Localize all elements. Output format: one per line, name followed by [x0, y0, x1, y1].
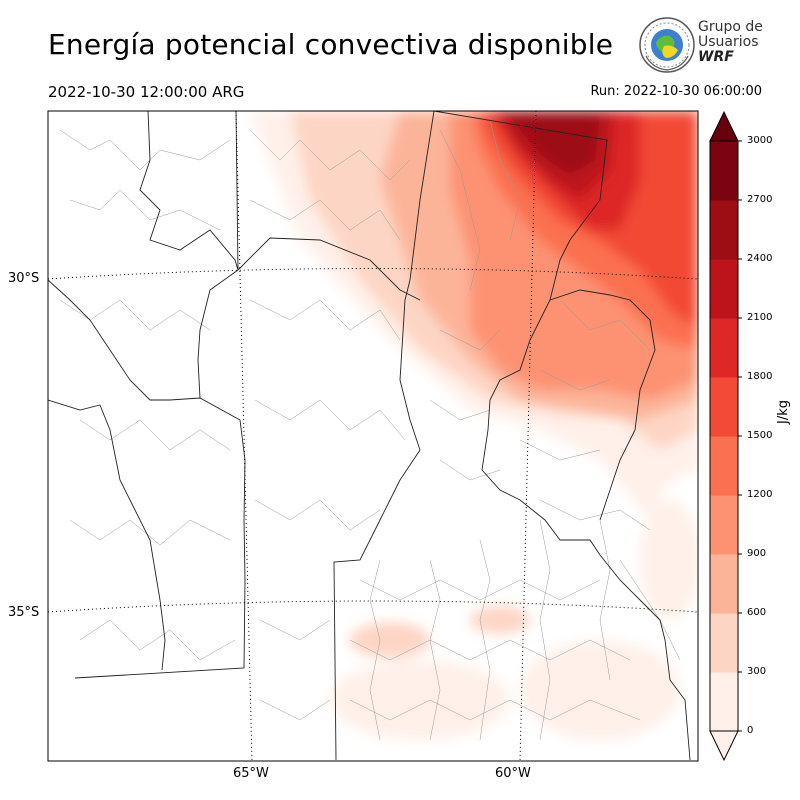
- logo-line-1: Grupo de: [698, 19, 763, 35]
- logo-text: Grupo de Usuarios WRF: [698, 20, 763, 65]
- grupo-usuarios-wrf-logo: Grupo de Usuarios WRF: [638, 16, 768, 74]
- lon-label-65w: 65°W: [233, 766, 269, 781]
- graticule: [48, 111, 698, 761]
- colorbar-tick-label: 0: [747, 725, 754, 736]
- lon-label-60w: 60°W: [495, 766, 531, 781]
- colorbar-tick-label: 900: [747, 548, 767, 559]
- cape-patch-east: [640, 500, 698, 620]
- map-frame: [47, 110, 699, 762]
- colorbar-unit: J/kg: [776, 400, 791, 424]
- colorbar-tick-label: 600: [747, 607, 767, 618]
- cape-patch-south-4: [470, 606, 530, 634]
- colorbar-tick-label: 2700: [747, 194, 773, 205]
- cape-field: [48, 111, 698, 761]
- valid-time: 2022-10-30 12:00:00 ARG: [48, 83, 245, 101]
- lat-label-30s: 30°S: [8, 271, 40, 286]
- logo-line-3: WRF: [698, 49, 734, 65]
- cape-patch-south-3: [350, 622, 430, 658]
- cape-patch-south-2: [520, 640, 680, 740]
- colorbar-tick-label: 1200: [747, 489, 773, 500]
- colorbar-tick-label: 2400: [747, 253, 773, 264]
- run-time: Run: 2022-10-30 06:00:00: [590, 84, 762, 99]
- colorbar-tick-label: 1800: [747, 371, 773, 382]
- colorbar-tick-label: 300: [747, 666, 767, 677]
- department-boundaries: [59, 119, 681, 741]
- chart-title: Energía potencial convectiva disponible: [48, 28, 614, 61]
- colorbar-tick-label: 3000: [747, 135, 773, 146]
- cape-patch-south-1: [330, 660, 510, 740]
- province-boundaries: [48, 111, 691, 761]
- lat-label-35s: 35°S: [8, 605, 40, 620]
- logo-line-2: Usuarios: [698, 34, 759, 50]
- colorbar-tick-label: 2100: [747, 312, 773, 323]
- globe-seal-icon: [639, 17, 695, 73]
- colorbar-tick-label: 1500: [747, 430, 773, 441]
